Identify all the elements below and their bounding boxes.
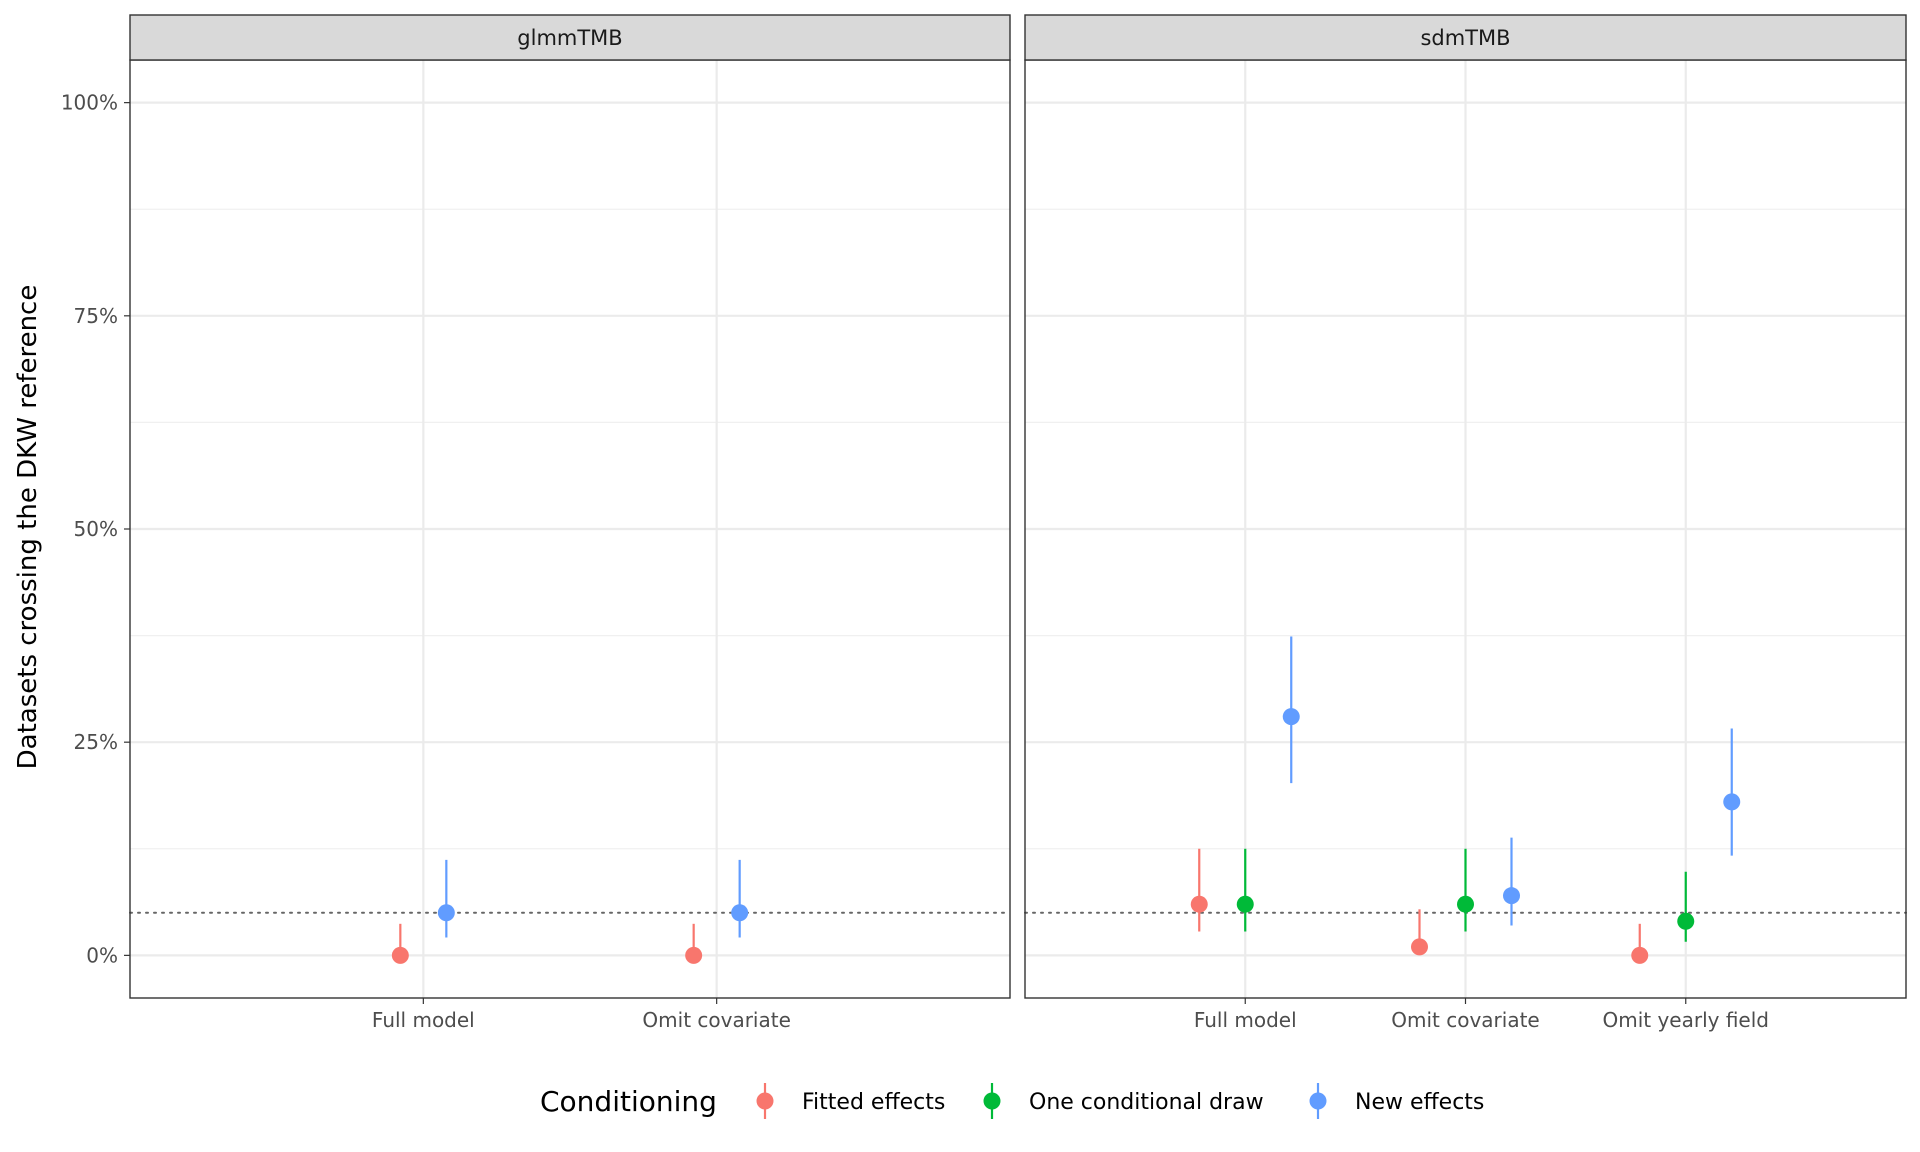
legend-entry: New effects — [1309, 1083, 1484, 1119]
legend-entry: Fitted effects — [756, 1083, 945, 1119]
y-tick-label: 0% — [86, 943, 118, 967]
legend-key-point — [983, 1092, 1001, 1110]
data-point — [1411, 938, 1428, 956]
facet-strip-label: glmmTMB — [517, 26, 622, 50]
y-axis-title: Datasets crossing the DKW reference — [13, 285, 43, 770]
data-point — [1723, 793, 1741, 811]
data-point — [391, 946, 409, 964]
x-tick-label: Omit covariate — [1391, 1008, 1540, 1032]
data-point — [1190, 895, 1208, 913]
data-point — [1503, 887, 1520, 905]
data-point — [1282, 708, 1300, 726]
data-point — [1457, 895, 1474, 913]
data-point — [731, 904, 749, 922]
data-point — [1631, 946, 1649, 964]
data-point — [1236, 895, 1254, 913]
data-point — [1677, 912, 1695, 930]
y-tick-label: 75% — [74, 304, 118, 328]
facet-strip-label: sdmTMB — [1420, 26, 1510, 50]
x-tick-label: Omit yearly field — [1602, 1008, 1769, 1032]
legend-label: Fitted effects — [802, 1090, 945, 1115]
y-axis: 0% 25% 50% 75% 100% — [61, 91, 130, 967]
legend-entry: One conditional draw — [983, 1083, 1264, 1119]
x-tick-label: Omit covariate — [642, 1008, 791, 1032]
y-tick-label: 25% — [74, 730, 118, 754]
data-point — [685, 946, 703, 964]
legend-title: Conditioning — [540, 1085, 717, 1118]
panels-layer: glmmTMB Full model Omit covariate sdmTMB Ful… — [129, 14, 1907, 1032]
x-tick-label: Full model — [372, 1008, 475, 1032]
legend-label: New effects — [1355, 1090, 1484, 1115]
legend-key-point — [1309, 1092, 1327, 1110]
y-tick-label: 100% — [61, 91, 118, 115]
legend-key-point — [756, 1092, 774, 1110]
legend: Conditioning Fitted effects One conditiona… — [540, 1083, 1484, 1119]
facet-strip — [129, 14, 1011, 61]
y-tick-label: 50% — [74, 517, 118, 541]
x-tick-label: Full model — [1194, 1008, 1297, 1032]
facet-strip — [1024, 14, 1907, 61]
panel-glmmTMB: glmmTMB Full model Omit covariate — [129, 14, 1011, 1032]
data-point — [437, 904, 455, 922]
panel-sdmTMB: sdmTMB Full model Omit covariate Omit yearl… — [1024, 14, 1907, 1032]
legend-label: One conditional draw — [1029, 1090, 1264, 1115]
